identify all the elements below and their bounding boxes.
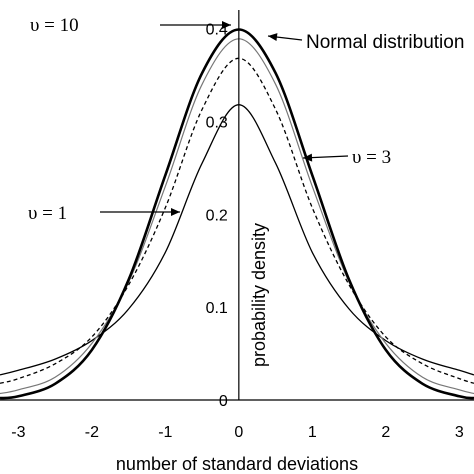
annotation-v10-label: υ = 10 (30, 15, 79, 36)
annotation-v3-arrow-head (303, 153, 313, 162)
x-tick-label: -2 (85, 424, 99, 441)
annotation-v10-arrow-head (222, 21, 231, 29)
x-tick-label: -1 (158, 424, 172, 441)
x-tick-label: -3 (11, 424, 25, 441)
x-tick-label: 1 (308, 424, 317, 441)
x-tick-label: 0 (234, 424, 243, 441)
annotation-normal-label: Normal distribution (306, 32, 464, 53)
annotation-v1-label: υ = 1 (28, 203, 67, 224)
curves-layer (0, 28, 474, 400)
y-tick-labels: 00.10.20.30.4 (206, 22, 228, 410)
y-tick-label: 0.2 (206, 207, 228, 224)
y-tick-label: 0 (219, 393, 228, 410)
x-axis-title: number of standard deviations (116, 454, 358, 474)
y-tick-label: 0.3 (206, 114, 228, 131)
series-line-2 (0, 57, 474, 384)
annotation-v1-arrow-head (171, 208, 180, 216)
x-tick-label: 2 (381, 424, 390, 441)
x-tick-labels: -3 -2 -1 0 1 2 3 (11, 424, 464, 441)
y-tick-label: 0.1 (206, 300, 228, 317)
annotation-normal-arrow-head (268, 33, 278, 42)
annotation-v3-label: υ = 3 (352, 147, 391, 168)
annotations-layer: υ = 10 Normal distribution υ = 3 υ = 1 (28, 15, 464, 224)
y-axis-title: probability density (249, 223, 269, 367)
series-line-3 (0, 104, 474, 376)
series-line-1 (0, 38, 474, 395)
series-line-0 (0, 28, 474, 400)
x-tick-label: 3 (455, 424, 464, 441)
